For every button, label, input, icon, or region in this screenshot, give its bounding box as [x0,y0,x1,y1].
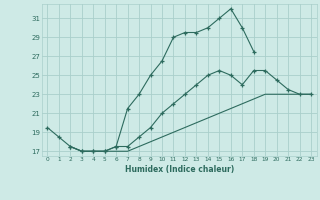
X-axis label: Humidex (Indice chaleur): Humidex (Indice chaleur) [124,165,234,174]
